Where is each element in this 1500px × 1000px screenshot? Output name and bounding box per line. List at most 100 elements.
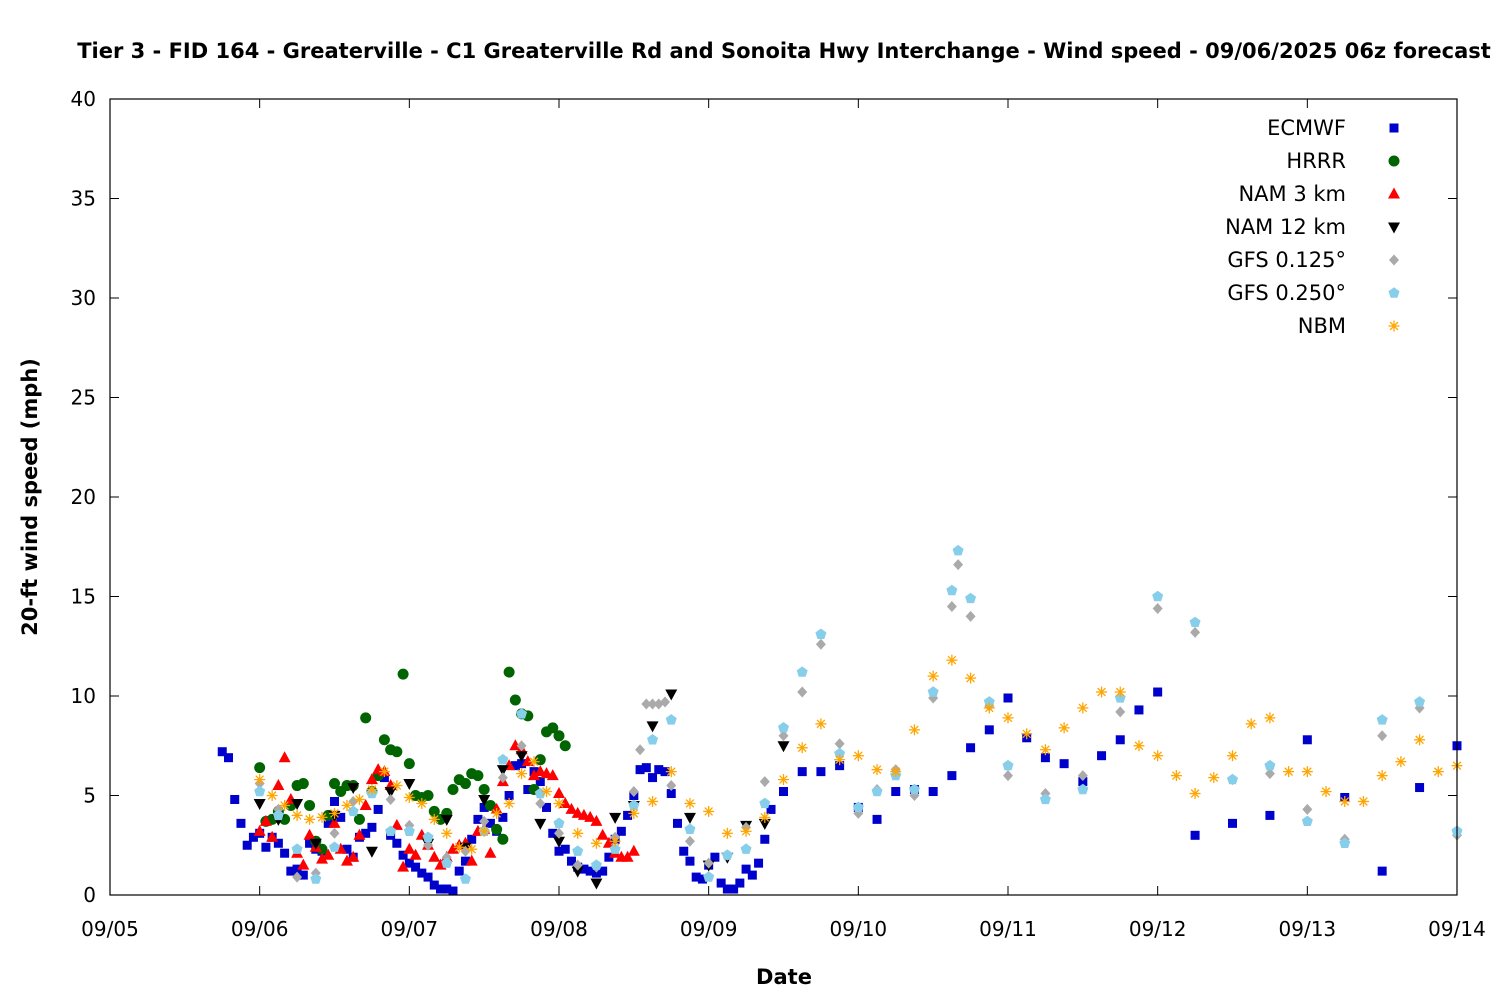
data-point [590,878,603,890]
data-point [291,809,303,821]
y-tick-label: 5 [83,784,96,808]
data-point [266,830,279,842]
data-point [397,668,409,680]
data-point [623,810,633,820]
data-point [521,755,534,767]
y-tick-label: 25 [71,386,96,410]
data-point [359,798,372,810]
data-point [365,846,378,858]
data-point-stroke [835,755,844,765]
data-point [322,848,335,860]
data-point [498,812,508,822]
data-point [616,826,626,836]
data-point [1077,702,1089,714]
data-point-stroke [492,809,501,818]
data-point [871,764,883,776]
data-point [340,854,353,866]
data-point [758,818,771,830]
data-point-stroke [1340,797,1350,806]
legend-marker [1388,287,1400,298]
data-point [342,844,352,854]
data-point [585,866,595,876]
data-point [983,696,995,707]
data-point [584,810,597,822]
data-point [665,766,677,778]
data-point [336,812,346,822]
data-point [665,714,677,725]
data-point [703,857,714,869]
data-point [1302,735,1312,745]
data-point-stroke [573,828,583,838]
data-point [286,866,296,876]
data-point [1096,686,1108,698]
data-point [297,858,310,870]
data-point [1003,770,1013,782]
data-point [641,698,652,710]
data-point [777,722,790,733]
data-point [1190,626,1201,638]
data-point [647,698,658,710]
data-point [341,799,353,811]
legend-marker [1388,155,1400,167]
data-point [627,844,640,856]
data-point [648,773,658,783]
data-point-stroke [1059,723,1069,733]
data-point [454,866,464,876]
data-point-stroke [317,813,327,822]
data-point [1133,740,1145,752]
data-point-stroke [610,836,620,846]
data-point-stroke [467,844,477,854]
x-tick-label: 09/07 [381,917,439,941]
data-point [684,823,696,835]
data-point [635,765,645,775]
data-point-stroke [704,807,714,816]
data-point [416,797,428,809]
data-point [353,828,366,840]
data-point [796,666,808,677]
data-point [759,776,770,788]
data-point [278,751,291,763]
data-point [984,725,994,735]
y-tick-label: 20 [71,485,96,509]
data-point [1414,734,1426,746]
data-point-stroke [947,655,957,665]
data-point [1414,696,1426,707]
legend: ECMWF HRRR NAM 3 km NAM 12 km GFS 0.125° GFS … [1225,116,1400,338]
data-point [621,850,634,862]
data-point [517,759,527,769]
y-tick-label: 10 [71,684,96,708]
x-tick-label: 09/14 [1428,917,1486,941]
data-point [1153,687,1163,697]
data-point [398,850,408,860]
data-point [590,837,602,849]
data-point-stroke [1134,741,1144,751]
data-point-stroke [1284,767,1293,776]
data-point-stroke [1172,771,1181,780]
data-point [360,712,372,724]
data-point-stroke [1359,797,1368,806]
data-point [553,787,565,799]
x-tick-label: 09/10 [830,917,888,941]
legend-marker [1388,222,1400,234]
data-point [304,813,316,825]
y-axis-label: 20-ft wind speed (mph) [18,358,42,636]
data-point-stroke [355,795,364,804]
x-axis-label: Date [756,965,812,989]
x-tick-label: 09/08 [530,917,588,941]
data-point [403,779,416,791]
data-point [779,787,788,797]
data-point [1115,706,1126,718]
data-point [528,769,541,781]
data-point [503,666,515,678]
data-point-stroke [292,811,302,820]
data-point [329,827,340,839]
data-point [1097,751,1107,761]
data-point [484,799,496,811]
data-point [298,870,308,880]
data-point [1039,793,1051,805]
data-point [747,870,757,880]
data-point [491,807,503,819]
data-point-stroke [255,775,265,784]
data-point [528,756,540,768]
